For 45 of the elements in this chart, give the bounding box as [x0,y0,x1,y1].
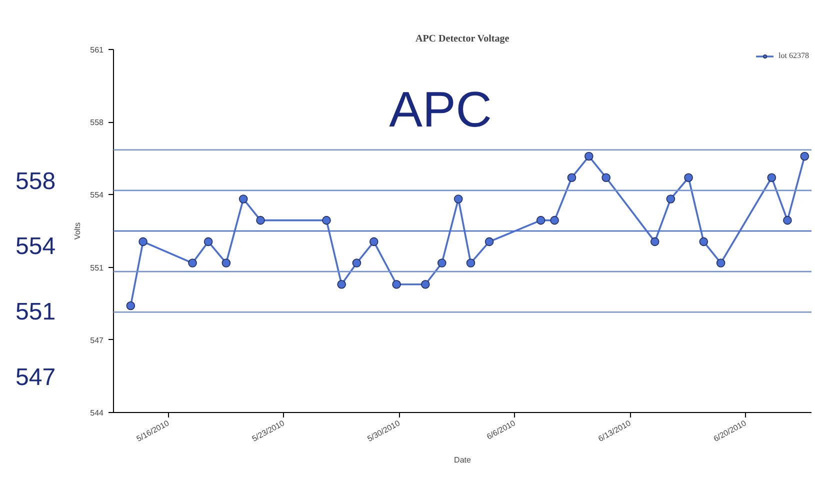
point [454,194,463,204]
point [684,173,693,182]
y-tick-label: 551 [90,263,104,272]
y-tick-label: 561 [90,46,104,54]
text: 547 [16,364,56,391]
point [392,280,401,289]
text: 554 [16,233,56,260]
point [783,216,792,225]
point [602,173,610,182]
point [337,280,346,289]
point [126,301,136,310]
point [138,237,148,246]
point [584,152,594,161]
y-tick-label: 544 [90,408,104,418]
chart-title: APC Detector Voltage [415,34,510,44]
point [800,152,810,161]
point [369,237,378,246]
point [322,216,331,225]
y-axis-title: Volts [73,222,82,240]
y-tick-label: 554 [90,190,104,200]
point [536,216,546,225]
point [550,216,559,225]
annotation: APC [389,81,492,138]
point [466,258,476,268]
point [567,173,576,182]
point [699,237,708,246]
x-axis-title: Date [454,455,472,464]
y-tick-label: 558 [90,118,104,128]
legend-label: lot 62378 [778,51,809,60]
point [256,216,265,225]
point [484,237,494,246]
point [222,258,231,268]
text: 551 [16,298,56,326]
point [188,258,197,268]
point [767,173,776,182]
text: 558 [16,168,56,195]
point [716,258,726,268]
point [421,280,430,289]
y-tick-label: 547 [90,336,104,345]
point [650,237,660,246]
point [204,237,213,246]
point [238,194,248,204]
point [352,258,362,268]
point [437,258,446,268]
point [666,194,676,204]
